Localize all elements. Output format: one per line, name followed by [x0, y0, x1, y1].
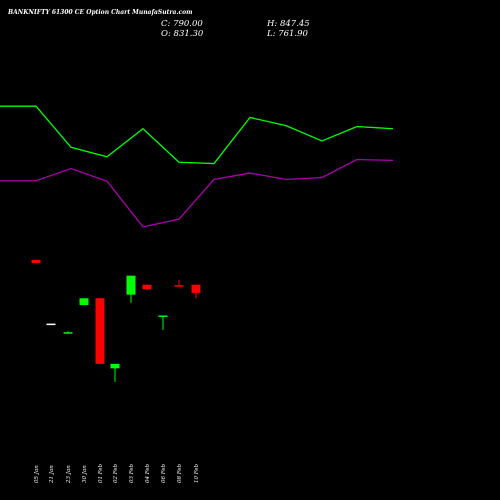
x-tick-label: 10 Feb [194, 463, 200, 483]
x-tick-label: 30 Jan [82, 465, 88, 483]
candle-body [174, 285, 184, 287]
x-tick-label: 08 Feb [177, 463, 183, 483]
x-tick-label: 06 Feb [161, 463, 167, 483]
green-line-series [0, 105, 394, 165]
candle-body [158, 315, 168, 317]
purple-line-series [0, 158, 394, 228]
candle-body [46, 323, 56, 326]
high-value: H: 847.45 [267, 19, 310, 29]
candle-body [79, 298, 89, 306]
x-tick-label: 23 Jan [66, 465, 72, 484]
x-tick-label: 05 Jan [34, 465, 40, 483]
close-value: C: 790.00 [161, 19, 203, 29]
candle-body [191, 284, 201, 293]
x-tick-label: 03 Feb [129, 463, 135, 483]
candle-body [110, 363, 120, 369]
chart-title: BANKNIFTY 61300 CE Option Chart MunafaSu… [8, 9, 193, 16]
candle-body [95, 298, 105, 364]
open-value: O: 831.30 [161, 29, 204, 39]
x-tick-label: 01 Feb [98, 463, 104, 483]
low-value: L: 761.90 [267, 29, 308, 39]
x-tick-label: 21 Jan [49, 465, 55, 484]
x-tick-label: 04 Feb [145, 463, 151, 483]
candle-body [63, 332, 73, 334]
candle-body [142, 284, 152, 290]
x-tick-label: 02 Feb [113, 463, 119, 483]
candle-body [31, 259, 41, 264]
candle-body [126, 275, 136, 295]
